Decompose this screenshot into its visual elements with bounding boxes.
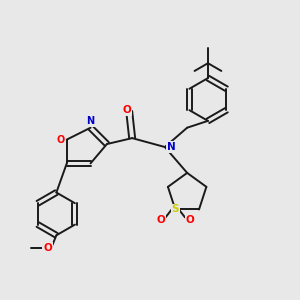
Text: O: O [122,105,131,115]
Text: O: O [156,215,165,225]
Text: S: S [172,204,179,214]
Text: O: O [56,135,64,145]
Text: N: N [167,142,176,152]
Text: N: N [86,116,94,126]
Text: O: O [186,215,194,225]
Text: O: O [43,243,52,253]
